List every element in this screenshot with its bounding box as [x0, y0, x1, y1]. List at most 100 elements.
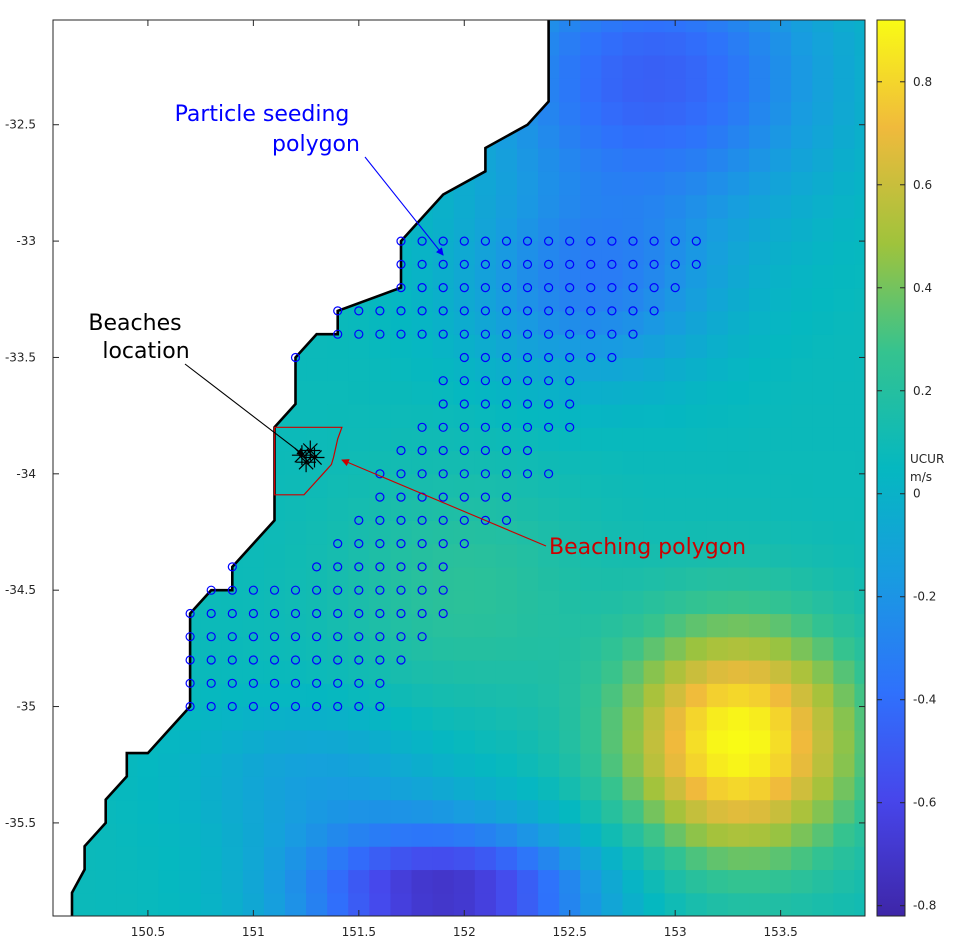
heatmap-cell [411, 753, 434, 777]
heatmap-cell [580, 310, 602, 335]
seed-point [312, 632, 322, 642]
heatmap-cell [474, 427, 497, 452]
heatmap-cell [876, 916, 898, 940]
heatmap-cell [432, 729, 455, 754]
seed-point [333, 632, 343, 642]
heatmap-cell [327, 869, 349, 894]
heatmap-cell [74, 0, 96, 9]
heatmap-cell [601, 753, 624, 777]
seed-point [354, 632, 364, 642]
beaches-label-line-2: location [102, 339, 189, 364]
heatmap-cell [854, 0, 876, 9]
heatmap-cell [242, 706, 265, 731]
heatmap-cell [706, 543, 729, 568]
heatmap-cell [706, 124, 729, 149]
heatmap-cell [453, 404, 476, 428]
heatmap-cell [432, 404, 455, 428]
seed-point [290, 352, 301, 363]
heatmap-cell [706, 497, 729, 521]
seed-point [354, 701, 364, 712]
heatmap-cell [685, 357, 708, 382]
heatmap-cell [369, 799, 392, 824]
heatmap-cell [580, 566, 602, 591]
heatmap-cell [601, 869, 624, 894]
heatmap-cell [727, 241, 750, 265]
seed-point [333, 306, 343, 316]
heatmap-cell [601, 636, 624, 661]
heatmap-cell [707, 916, 729, 940]
heatmap-cell [179, 776, 202, 801]
heatmap-cell [53, 404, 54, 428]
heatmap-cell [369, 846, 392, 871]
heatmap-cell [432, 683, 455, 708]
heatmap-cell [791, 497, 813, 521]
heatmap-cell [453, 729, 476, 754]
heatmap-cell [348, 357, 370, 382]
heatmap-cell [727, 822, 750, 847]
heatmap-cell [53, 753, 54, 777]
heatmap-cell [306, 404, 328, 428]
heatmap-cell [474, 636, 497, 661]
heatmap-cell [770, 287, 792, 312]
heatmap-cell [643, 846, 666, 871]
heatmap-cell [812, 683, 834, 708]
heatmap-cell [221, 776, 244, 801]
y-axis-ticks: -32.5 -33 -33.5 -34 -34.5 -35 -35.5 [5, 118, 865, 830]
heatmap-cell [664, 101, 687, 126]
heatmap-cell [791, 101, 813, 126]
seed-point [459, 329, 469, 339]
heatmap-cell [221, 613, 244, 638]
heatmap-cell [495, 334, 518, 359]
heatmap-cell [517, 287, 539, 312]
seed-point [501, 492, 512, 502]
heatmap-cell [432, 287, 455, 312]
heatmap-cell [390, 636, 413, 661]
heatmap-cell [622, 101, 645, 126]
colorbar-tick-label: 0.2 [913, 384, 932, 398]
heatmap-cell [306, 566, 328, 591]
heatmap-cell [643, 636, 666, 661]
heatmap-cell [390, 450, 413, 475]
heatmap-cell [474, 171, 497, 196]
seed-point [459, 283, 469, 293]
heatmap-cell [622, 357, 645, 382]
seed-point [396, 469, 406, 479]
seed-point [459, 306, 469, 316]
heatmap-cell [727, 729, 750, 754]
heatmap-cell [559, 613, 581, 638]
heatmap-cell [664, 450, 687, 475]
heatmap-cell [770, 310, 792, 335]
seed-point [375, 585, 385, 595]
heatmap-cell [495, 543, 518, 568]
seed-point [354, 585, 364, 595]
colorbar-tick-label: 0 [913, 487, 921, 501]
heatmap-cell [622, 241, 645, 265]
heatmap-cell [580, 217, 602, 242]
heatmap-cell [306, 497, 328, 521]
seed-point [480, 283, 490, 293]
heatmap-cell [580, 892, 602, 916]
heatmap-cell [474, 776, 497, 801]
heatmap-cell [559, 822, 581, 847]
heatmap-cell [348, 520, 370, 545]
heatmap-cell [685, 20, 708, 33]
heatmap-cell [306, 869, 328, 894]
seed-point [312, 585, 322, 595]
heatmap-cell [200, 729, 223, 754]
heatmap-cell [432, 590, 455, 615]
heatmap-cell [622, 497, 645, 521]
heatmap-cell [369, 822, 392, 847]
heatmap-cell [812, 473, 834, 498]
heatmap-cell [453, 683, 476, 708]
heatmap-cell [706, 683, 729, 708]
heatmap-cell [580, 543, 602, 568]
heatmap-cell [559, 753, 581, 777]
heatmap-cell [664, 660, 687, 684]
heatmap-cell [727, 101, 750, 126]
heatmap-cell [559, 566, 581, 591]
heatmap-cell [833, 217, 856, 242]
seed-point [459, 236, 469, 246]
heatmap-cell [390, 404, 413, 428]
heatmap-cell [749, 124, 771, 149]
heatmap-cell [770, 217, 792, 242]
